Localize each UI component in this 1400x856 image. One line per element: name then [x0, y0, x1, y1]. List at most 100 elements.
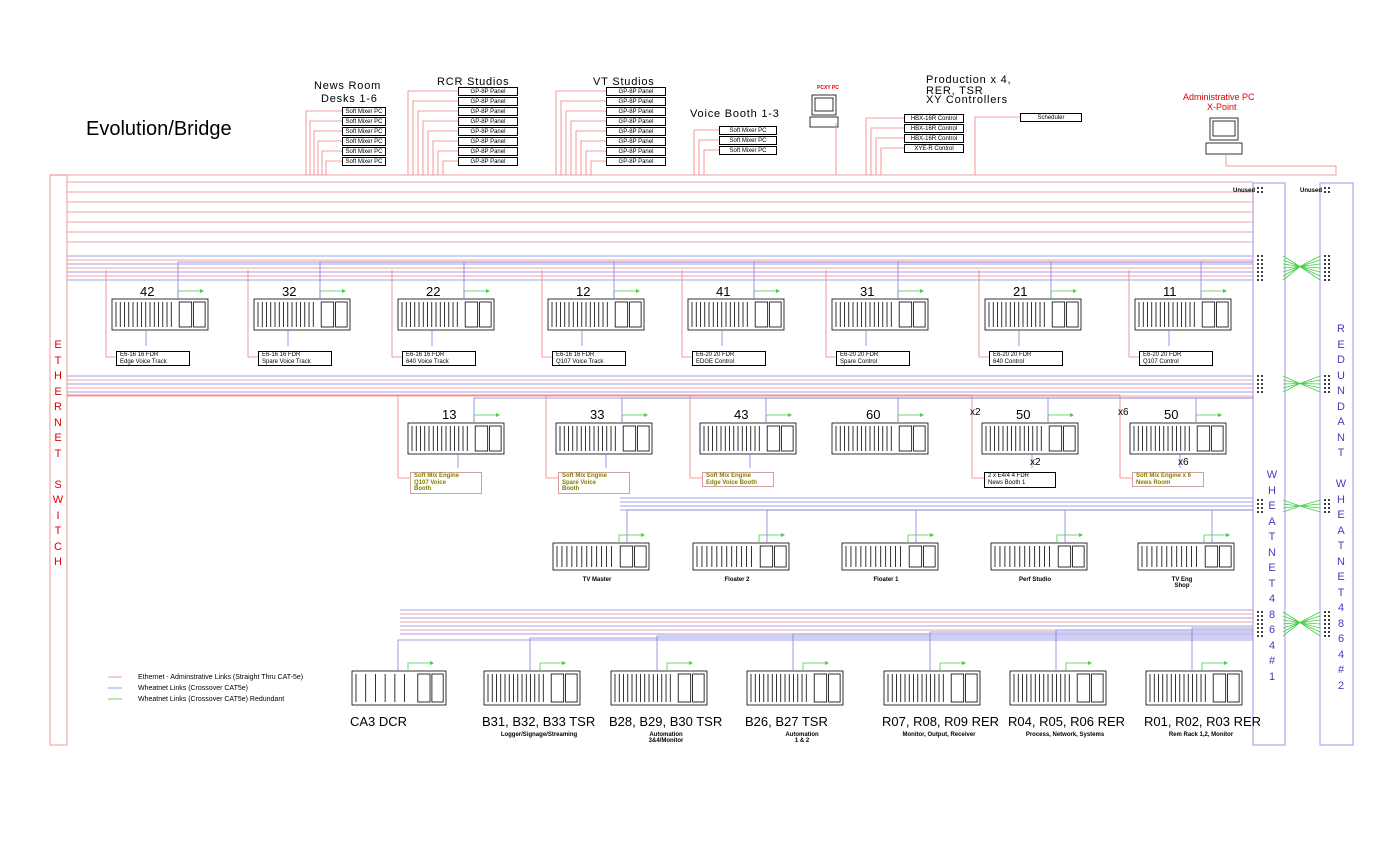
ethernet-link [590, 160, 606, 175]
rcr-studios-title: RCR Studios [437, 76, 510, 88]
ethernet-link [417, 110, 458, 175]
power-supply-module [634, 545, 647, 568]
port-dot [1257, 507, 1259, 509]
power-supply-module [692, 673, 705, 703]
port-dot [1324, 383, 1326, 385]
power-supply-module [1063, 425, 1076, 452]
power-supply-module [828, 673, 841, 703]
port-dot [1324, 271, 1326, 273]
wheatnet-switch-1 [1252, 182, 1286, 746]
port-dot [1328, 627, 1330, 629]
redundant-link [1299, 611, 1321, 623]
port-dot [1324, 507, 1326, 509]
power-supply-module [923, 545, 936, 568]
wheatnet-link [397, 639, 1253, 671]
ethernet-link [432, 140, 458, 175]
rack-title: R04, R05, R06 RER [1008, 714, 1126, 729]
unused-label-1: Unused [1233, 188, 1256, 194]
port-dot [1261, 507, 1263, 509]
redundant-link [802, 662, 825, 671]
studio-label: Perf Studio [1018, 577, 1051, 583]
unused-label-2: Unused [1300, 188, 1323, 194]
port-dot [1328, 511, 1330, 513]
hbx-control-box: HBX-16R Control [904, 114, 964, 123]
port-dot [1328, 259, 1330, 261]
port-dot [1261, 383, 1263, 385]
ethernet-link [978, 270, 989, 358]
ethernet-link [321, 150, 342, 175]
rack-title: B28, B29, B30 TSR [609, 714, 723, 729]
redundant-link [1282, 383, 1301, 389]
redundant-link [1282, 266, 1301, 273]
gp-8p-panel-box: GP-8P Panel [458, 157, 518, 166]
gp-8p-panel-box: GP-8P Panel [606, 87, 666, 96]
redundant-arrow [776, 289, 780, 293]
wheatnet-link [1195, 397, 1253, 423]
wheatnet-link [656, 635, 1253, 671]
power-supply-module [1216, 301, 1229, 328]
engine-label: E6-16 16 FDR Spare Voice Track [258, 351, 332, 366]
port-dot [1328, 503, 1330, 505]
gp-8p-panel-box: GP-8P Panel [458, 147, 518, 156]
diagram-title: Evolution/Bridge [86, 118, 232, 140]
power-supply-module [489, 425, 502, 452]
gp-8p-panel-box: GP-8P Panel [606, 97, 666, 106]
rack-title: B31, B32, B33 TSR [482, 714, 596, 729]
port-dot [1324, 627, 1326, 629]
port-dot [1261, 379, 1263, 381]
redundant-link [621, 414, 644, 423]
legend-wheatnet-redundant: Wheatnet Links (Crossover CAT5e) Redunda… [138, 696, 285, 703]
rack-title: R07, R08, R09 RER [882, 714, 1000, 729]
port-dot [1261, 631, 1263, 633]
redundant-arrow [1223, 289, 1227, 293]
wheatnet-link [929, 631, 1253, 671]
power-supply-module [1091, 673, 1104, 703]
redundant-link [407, 662, 430, 671]
redundant-link [1200, 290, 1223, 299]
redundant-link [1282, 266, 1301, 277]
port-dot [1324, 267, 1326, 269]
ethernet-link [412, 100, 458, 175]
port-dot [1324, 379, 1326, 381]
redundant-link [1299, 383, 1321, 389]
port-dot [1328, 383, 1330, 385]
port-dot [1324, 275, 1326, 277]
power-supply-module [550, 673, 565, 703]
port-dot [1328, 635, 1330, 637]
redundant-link [177, 290, 200, 299]
port-dot [1257, 623, 1259, 625]
power-supply-module [178, 301, 193, 328]
port-dot [1261, 387, 1263, 389]
ethernet-link [875, 137, 904, 175]
gp-8p-panel-box: GP-8P Panel [458, 97, 518, 106]
port-dot [1324, 503, 1326, 505]
redundant-link [1299, 615, 1321, 623]
power-supply-module [1204, 545, 1219, 568]
power-supply-module [913, 425, 926, 452]
power-supply-module [1072, 545, 1085, 568]
redundant-link [753, 290, 776, 299]
wheatnet-link [1200, 261, 1253, 299]
port-dot [1328, 271, 1330, 273]
soft-mixer-pc-box: Soft Mixer PC [719, 126, 777, 135]
redundant-link [1299, 255, 1321, 267]
redundant-arrow [486, 289, 490, 293]
port-dot [1328, 631, 1330, 633]
wheatnet-link [1050, 261, 1253, 299]
redundant-link [1282, 263, 1301, 267]
ethernet-link [1128, 270, 1139, 358]
port-dot [1261, 259, 1263, 261]
port-dot [1261, 263, 1263, 265]
port-dot [1328, 619, 1330, 621]
ethernet-link [67, 394, 1132, 479]
redundant-link [1282, 383, 1301, 393]
wheatnet-1-label: W H E A T N E T 4 8 6 4 #1 [1266, 469, 1278, 683]
rack-subtitle: Process, Network, Systems [1025, 732, 1105, 738]
redundant-link [1282, 259, 1301, 267]
port-dot [1257, 379, 1259, 381]
redundant-arrow [496, 413, 500, 417]
redundant-link [618, 534, 641, 543]
port-dot [1324, 279, 1326, 281]
